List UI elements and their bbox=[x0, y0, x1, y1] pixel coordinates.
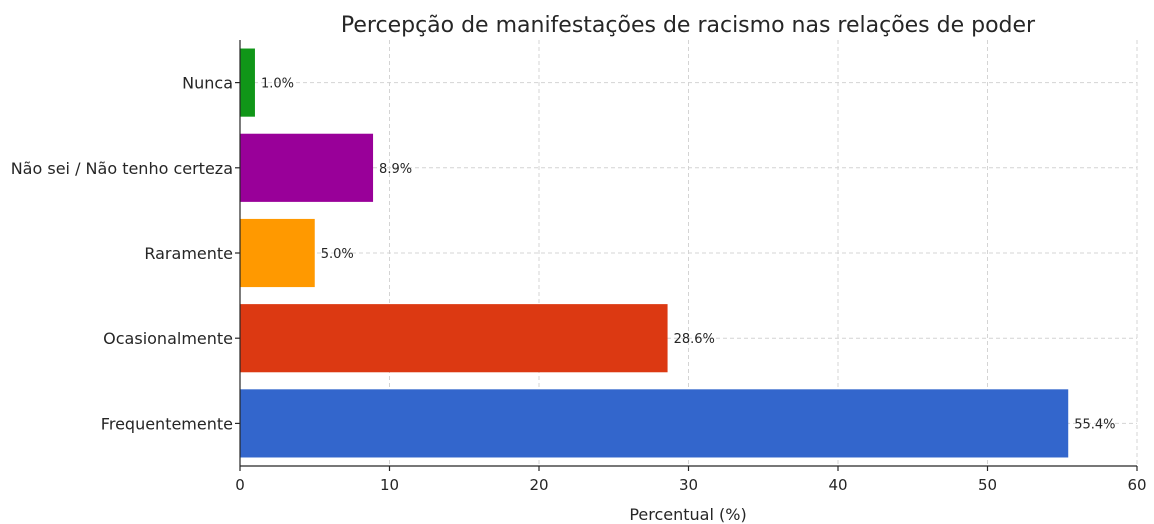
x-tick-label: 60 bbox=[1127, 476, 1146, 494]
x-tick-label: 0 bbox=[235, 476, 245, 494]
bar bbox=[240, 389, 1069, 458]
chart-title: Percepção de manifestações de racismo na… bbox=[341, 13, 1036, 38]
category-label: Frequentemente bbox=[101, 414, 233, 433]
category-label: Nunca bbox=[182, 74, 233, 93]
category-label: Raramente bbox=[144, 244, 233, 263]
bar bbox=[240, 133, 374, 202]
bar-value-label: 1.0% bbox=[261, 77, 294, 92]
bar-value-label: 5.0% bbox=[321, 247, 354, 262]
x-tick-label: 20 bbox=[529, 476, 548, 494]
x-tick-label: 50 bbox=[978, 476, 997, 494]
bar-layer: 55.4% 28.6% 5.0% 8.9% 1.0% bbox=[240, 48, 1116, 458]
bar-value-label: 8.9% bbox=[379, 162, 412, 177]
bar bbox=[240, 48, 255, 117]
bar bbox=[240, 218, 315, 288]
category-label: Ocasionalmente bbox=[103, 329, 233, 348]
bar bbox=[240, 304, 668, 373]
x-axis-label: Percentual (%) bbox=[629, 505, 746, 524]
category-label: Não sei / Não tenho certeza bbox=[11, 159, 233, 178]
bar-value-label: 28.6% bbox=[674, 332, 715, 347]
axis-layer: 0 10 20 30 40 50 60 Frequentemente Ocasionalment… bbox=[11, 40, 1147, 494]
bar-value-label: 55.4% bbox=[1074, 417, 1115, 432]
x-tick-label: 30 bbox=[679, 476, 698, 494]
x-tick-label: 10 bbox=[380, 476, 399, 494]
x-tick-label: 40 bbox=[828, 476, 847, 494]
